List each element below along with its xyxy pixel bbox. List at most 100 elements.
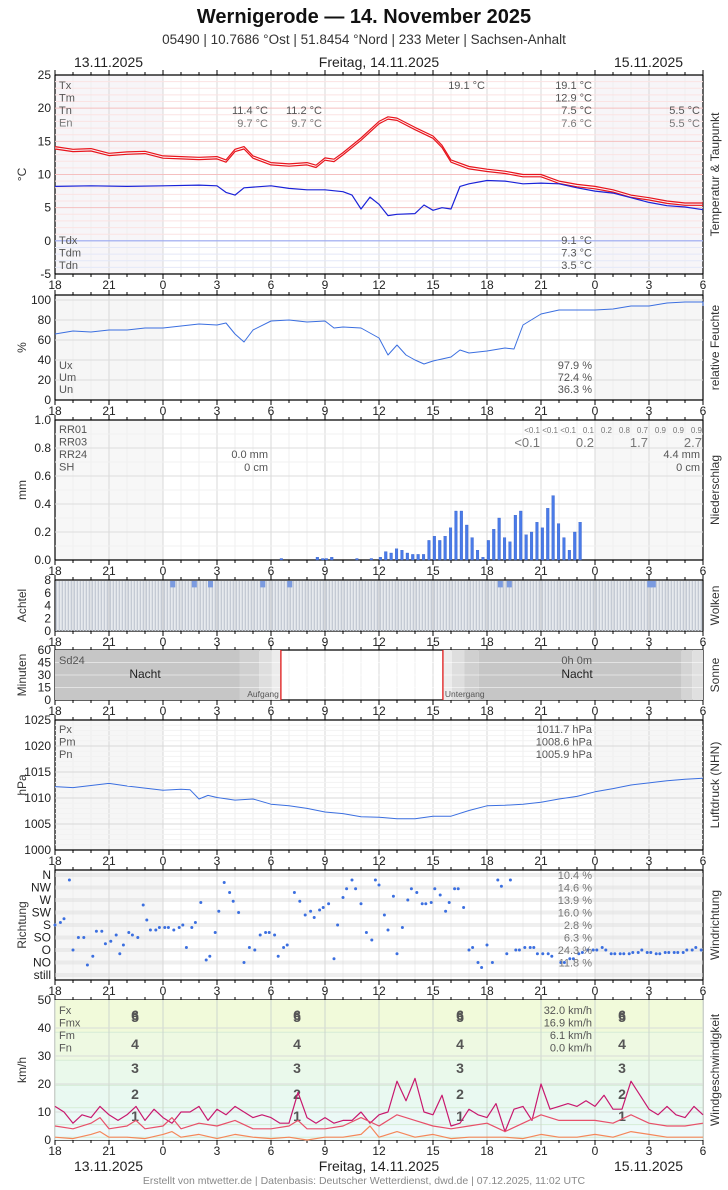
direction-point: [676, 951, 680, 954]
direction-point: [586, 948, 590, 952]
direction-point: [699, 948, 703, 952]
x-tick-label: 0: [160, 1144, 167, 1158]
direction-point: [480, 966, 484, 969]
direction-point: [154, 928, 158, 932]
x-tick-label: 21: [534, 1144, 548, 1158]
annotation: 1008.6 hPa: [536, 737, 593, 749]
cloud-gap: [647, 581, 653, 588]
precip-bar: [321, 558, 325, 561]
annotation: 32.0 km/h: [544, 1005, 592, 1017]
direction-point: [514, 948, 518, 952]
x-tick-label: 21: [534, 635, 548, 649]
direction-point: [166, 926, 170, 929]
annotation: 0.0 km/h: [550, 1043, 592, 1055]
direction-point: [523, 946, 527, 949]
direction-point: [273, 933, 277, 937]
x-tick-label: 0: [160, 854, 167, 868]
night-label-2: Nacht: [561, 667, 593, 681]
annotation: 7.3 °C: [561, 248, 592, 260]
annotation: 0.0 mm: [231, 449, 268, 461]
cloud-gap: [287, 581, 293, 588]
direction-point: [100, 929, 104, 933]
x-tick-label: 3: [214, 704, 221, 718]
panel-title: Windrichtung: [708, 890, 722, 960]
x-tick-label: 15: [426, 635, 440, 649]
annotation: 19.1 °C: [555, 80, 592, 92]
x-tick-label: 9: [322, 984, 329, 998]
direction-point: [546, 952, 550, 956]
precipitation-chart: 18 21 0 3 6 9 12 15 18 21 0 3 6 Niederschlag mm 1.0 0.8 0…: [15, 413, 722, 578]
y-axis-label: Achtel: [15, 589, 29, 622]
rr03-value: 2.7: [684, 435, 702, 450]
precip-bar: [546, 508, 550, 561]
y-tick-label: 5: [44, 201, 51, 215]
precip-bar: [535, 522, 539, 561]
direction-point: [190, 926, 194, 929]
x-tick-label: 6: [700, 278, 707, 292]
temperature-chart: 18 21 0 3 6 9 12 15 18 21 0 3 6 Temperatur & Taupunkt…: [15, 68, 722, 292]
direction-point: [517, 948, 521, 952]
direction-point: [276, 954, 280, 958]
sunset-label: Untergang: [445, 689, 485, 699]
direction-point: [71, 948, 75, 952]
direction-point: [354, 887, 358, 891]
beaufort-label: 4: [131, 1036, 139, 1052]
annotation: 0 cm: [244, 462, 268, 474]
y-axis-label: mm: [15, 480, 29, 500]
annotation: 5.5 °C: [669, 118, 700, 130]
precip-bar: [492, 529, 496, 561]
direction-point: [571, 957, 575, 961]
precip-bar: [355, 558, 359, 561]
annotation: 5.5 °C: [669, 105, 700, 117]
y-tick-label: 30: [38, 668, 52, 682]
direction-point: [562, 961, 566, 964]
x-tick-label: 18: [48, 635, 62, 649]
legend-fmx: Fmx: [59, 1018, 81, 1030]
direction-point: [618, 952, 622, 956]
direction-point: [204, 958, 208, 962]
x-tick-label: 6: [700, 704, 707, 718]
beaufort-label: 3: [293, 1060, 301, 1076]
direction-point: [303, 913, 307, 917]
beaufort-label: 1: [131, 1108, 139, 1124]
beaufort-label: 5: [293, 1009, 301, 1025]
direction-share: 11.8 %: [559, 958, 593, 970]
direction-point: [613, 952, 617, 956]
x-tick-label: 9: [322, 635, 329, 649]
date-next: 15.11.2025: [614, 54, 684, 70]
direction-point: [591, 948, 595, 952]
direction-point: [242, 961, 246, 964]
annotation: 3.5 °C: [561, 260, 592, 272]
direction-point: [476, 961, 480, 964]
panel-title: Luftdruck (NHN): [708, 742, 722, 829]
direction-point: [231, 899, 235, 903]
direction-point: [645, 951, 649, 954]
direction-point: [420, 902, 424, 906]
y-tick-label: 50: [38, 993, 52, 1007]
y-tick-label: 100: [31, 293, 51, 307]
x-tick-label: 6: [268, 984, 275, 998]
x-tick-label: 12: [372, 984, 386, 998]
y-tick-label: W: [40, 893, 52, 907]
direction-point: [118, 952, 122, 956]
direction-point: [690, 948, 694, 952]
x-tick-label: 6: [268, 564, 275, 578]
series-line: [54, 179, 704, 217]
x-tick-label: 3: [214, 278, 221, 292]
precip-bar: [503, 537, 507, 561]
direction-point: [395, 952, 399, 956]
panel-title: Sonne: [708, 657, 722, 692]
direction-point: [127, 931, 131, 934]
direction-point: [130, 933, 134, 937]
legend-tn: Tn: [59, 105, 72, 117]
series-line: [54, 116, 703, 204]
direction-point: [177, 926, 181, 929]
direction-point: [429, 901, 433, 904]
x-tick-label: 0: [592, 564, 599, 578]
wind-speed-chart: 18 21 0 3 6 9 12 15 18 21 0 3 6Windgeschwindigkeitkm…: [15, 993, 722, 1158]
x-tick-label: 6: [268, 1144, 275, 1158]
series-line: [54, 1077, 704, 1133]
direction-point: [213, 931, 217, 934]
precip-bar: [422, 554, 426, 561]
